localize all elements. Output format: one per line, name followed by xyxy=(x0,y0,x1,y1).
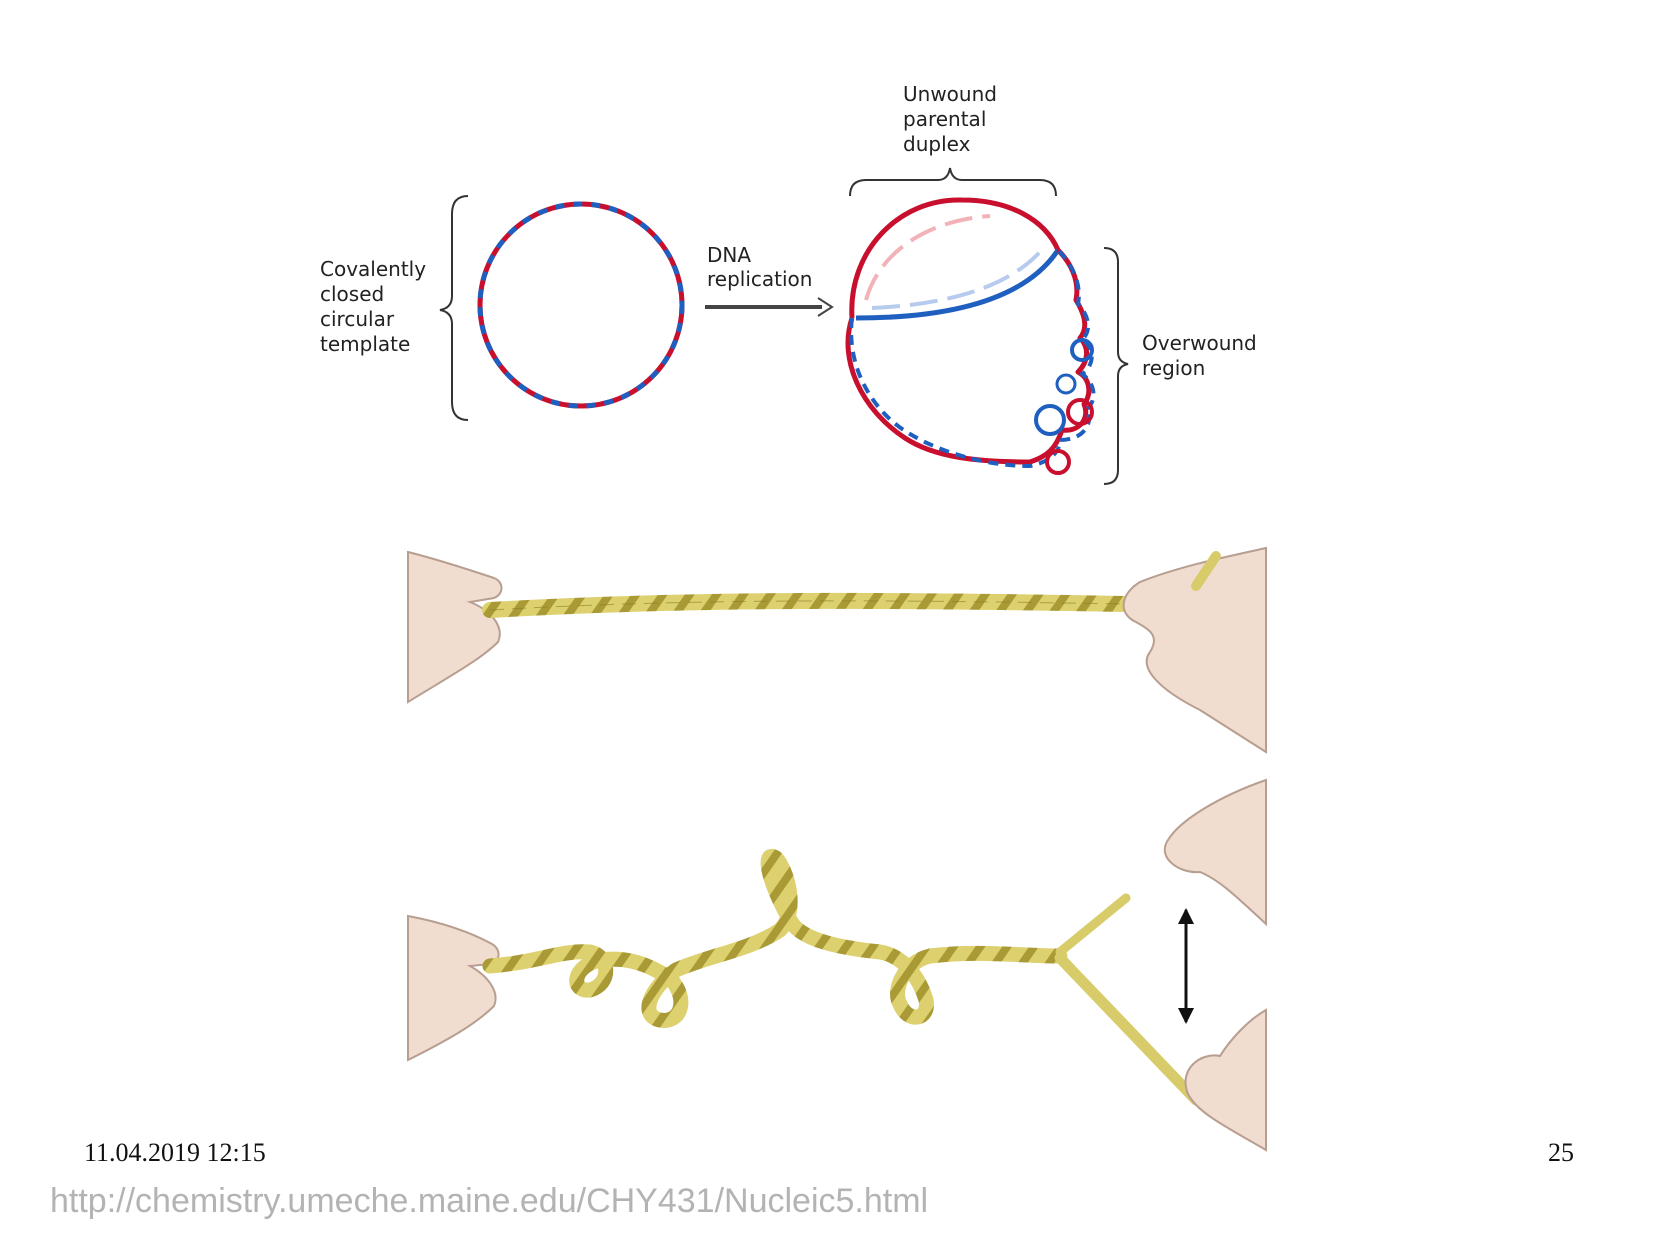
slide-page-number: 25 xyxy=(1548,1138,1574,1167)
parental-blue-strand xyxy=(855,248,1061,321)
left-hand-bottom xyxy=(407,914,500,1062)
supercoil-loop-3 xyxy=(1045,449,1071,475)
right-hand-rope-end xyxy=(1191,551,1221,591)
rope-supercoiled xyxy=(482,848,1068,1028)
supercoil-loop-1 xyxy=(1034,404,1066,436)
arrow-head xyxy=(817,297,834,317)
circular-template: Covalently closed circular template xyxy=(320,195,685,421)
template-bracket xyxy=(439,195,469,421)
double-arrow-icon xyxy=(1178,908,1194,1024)
template-strand-blue xyxy=(477,201,685,409)
overwound-blue-strand xyxy=(849,248,1096,468)
arrow-label: DNA replication xyxy=(707,243,812,291)
source-url[interactable]: http://chemistry.umeche.maine.edu/CHY431… xyxy=(50,1182,929,1220)
strand-upper xyxy=(1055,893,1131,957)
daughter-light-red-strand xyxy=(864,214,991,301)
right-hand-lower xyxy=(1184,1008,1267,1152)
supercoil-loop-2 xyxy=(1066,398,1094,426)
strand-lower xyxy=(1054,952,1202,1106)
replication-arrow: DNA replication xyxy=(705,243,834,317)
parental-red-strand xyxy=(849,197,1061,319)
replicating-circle: Unwound parental duplex Overwound region xyxy=(845,82,1263,485)
unwound-label: Unwound parental duplex xyxy=(903,82,1003,156)
overwound-bracket xyxy=(1103,247,1129,485)
overwound-label: Overwound region xyxy=(1142,331,1263,380)
unwound-bracket xyxy=(849,167,1057,197)
supercoil-loop-5 xyxy=(1055,373,1077,395)
template-label: Covalently closed circular template xyxy=(320,257,432,356)
left-hand-top xyxy=(407,550,503,704)
supercoil-loop-4 xyxy=(1070,338,1094,362)
overwound-red-strand xyxy=(845,248,1092,465)
daughter-light-blue-strand xyxy=(871,244,1047,310)
slide-date: 11.04.2019 12:15 xyxy=(84,1138,266,1167)
rope-illustration-supercoiled xyxy=(407,778,1267,1152)
right-hand-top xyxy=(1122,546,1267,754)
rope-taut-outline xyxy=(489,600,1125,611)
right-hand-upper xyxy=(1163,778,1267,927)
rope-illustration-taut xyxy=(407,546,1267,754)
